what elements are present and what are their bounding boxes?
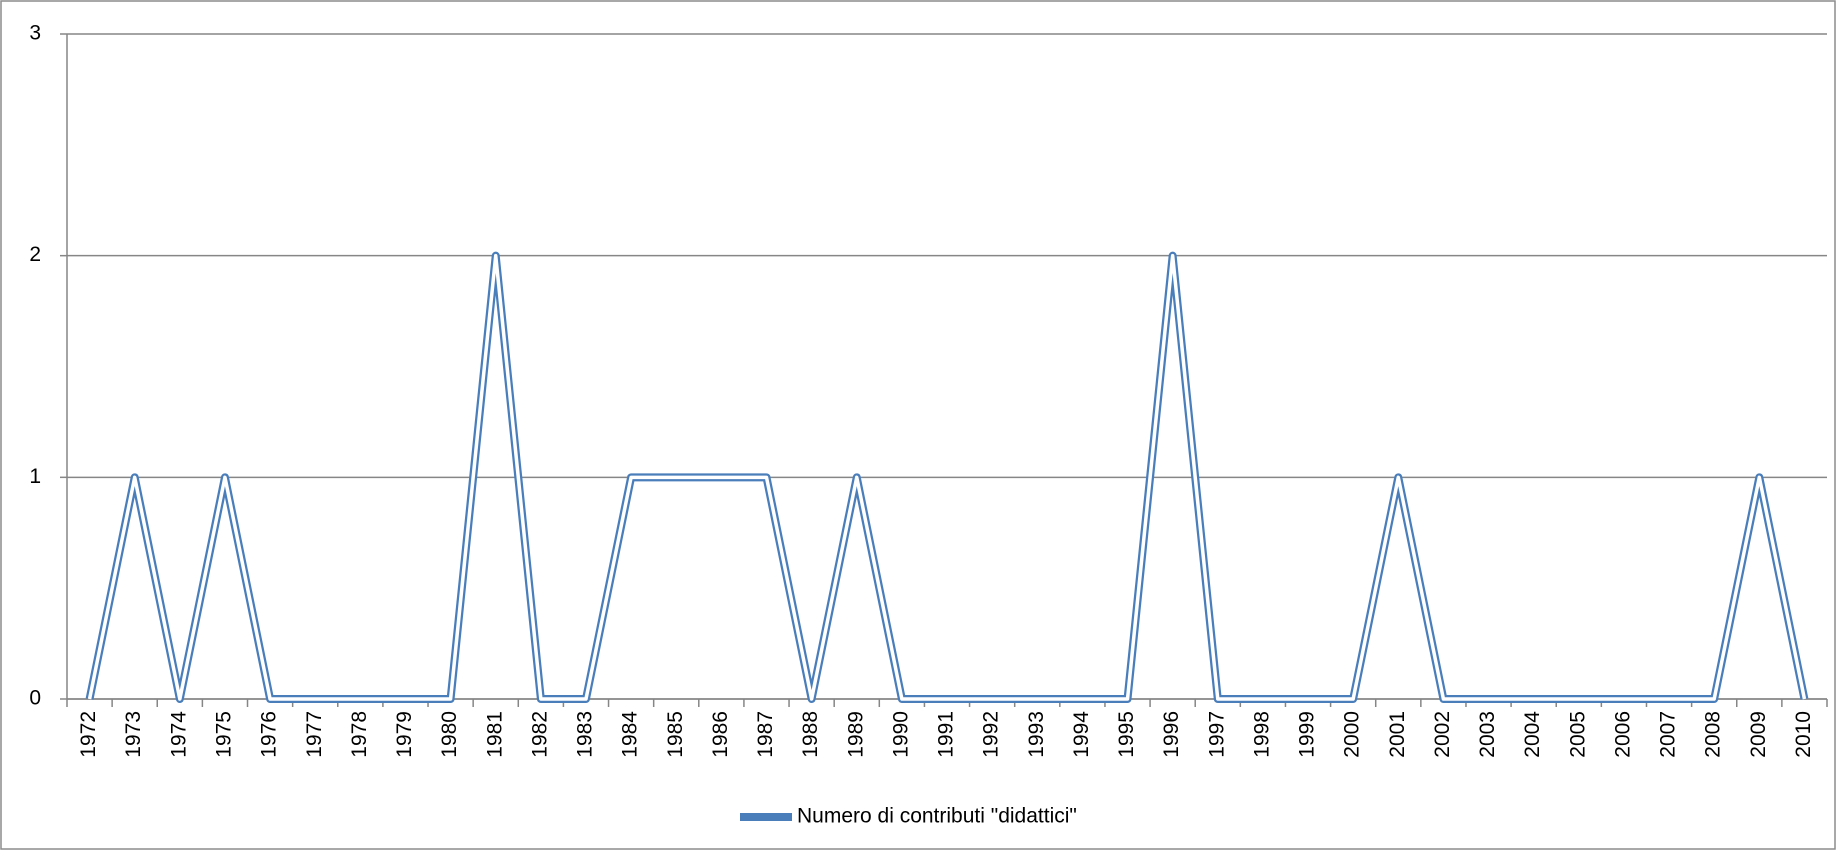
x-tick-label: 2000 bbox=[1341, 711, 1364, 758]
x-tick-label: 2006 bbox=[1611, 711, 1634, 758]
x-tick-label: 1989 bbox=[844, 711, 867, 758]
x-tick-label: 1973 bbox=[122, 711, 145, 758]
x-tick-label: 1996 bbox=[1160, 711, 1183, 758]
x-tick-label: 2002 bbox=[1431, 711, 1454, 758]
x-tick-label: 1988 bbox=[799, 711, 822, 758]
x-tick-label: 2007 bbox=[1657, 711, 1680, 758]
x-tick-label: 1977 bbox=[303, 711, 326, 758]
x-tick-label: 2004 bbox=[1521, 711, 1544, 758]
x-tick-label: 2001 bbox=[1386, 711, 1409, 758]
x-tick-label: 1972 bbox=[77, 711, 100, 758]
y-tick-label: 1 bbox=[29, 465, 41, 488]
x-tick-label: 2003 bbox=[1476, 711, 1499, 758]
x-tick-label: 2009 bbox=[1747, 711, 1770, 758]
x-tick-label: 1980 bbox=[438, 711, 461, 758]
legend-swatch bbox=[740, 813, 792, 821]
x-tick-label: 1981 bbox=[483, 711, 506, 758]
x-tick-label: 1974 bbox=[167, 711, 190, 758]
x-tick-label: 2008 bbox=[1702, 711, 1725, 758]
x-tick-label: 1984 bbox=[619, 711, 642, 758]
y-tick-label: 0 bbox=[29, 687, 41, 710]
x-tick-label: 1983 bbox=[574, 711, 597, 758]
x-tick-label: 1994 bbox=[1070, 711, 1093, 758]
x-tick-label: 1986 bbox=[709, 711, 732, 758]
x-tick-label: 1979 bbox=[393, 711, 416, 758]
x-tick-label: 1976 bbox=[258, 711, 281, 758]
x-tick-label: 1982 bbox=[528, 711, 551, 758]
x-tick-label: 1997 bbox=[1205, 711, 1228, 758]
x-tick-label: 1991 bbox=[935, 711, 958, 758]
x-tick-label: 2010 bbox=[1792, 711, 1815, 758]
x-tick-label: 1975 bbox=[212, 711, 235, 758]
x-tick-label: 1999 bbox=[1296, 711, 1319, 758]
y-tick-label: 2 bbox=[29, 243, 41, 266]
x-tick-label: 2005 bbox=[1566, 711, 1589, 758]
y-tick-label: 3 bbox=[29, 22, 41, 45]
x-tick-label: 1998 bbox=[1250, 711, 1273, 758]
x-tick-label: 1987 bbox=[754, 711, 777, 758]
x-tick-label: 1978 bbox=[348, 711, 371, 758]
x-tick-label: 1985 bbox=[664, 711, 687, 758]
line-series-inner bbox=[87, 253, 1807, 701]
legend-label: Numero di contributi "didattici" bbox=[797, 805, 1077, 828]
x-tick-label: 1995 bbox=[1115, 711, 1138, 758]
x-tick-label: 1992 bbox=[980, 711, 1003, 758]
x-tick-label: 1993 bbox=[1025, 711, 1048, 758]
x-tick-label: 1990 bbox=[889, 711, 912, 758]
